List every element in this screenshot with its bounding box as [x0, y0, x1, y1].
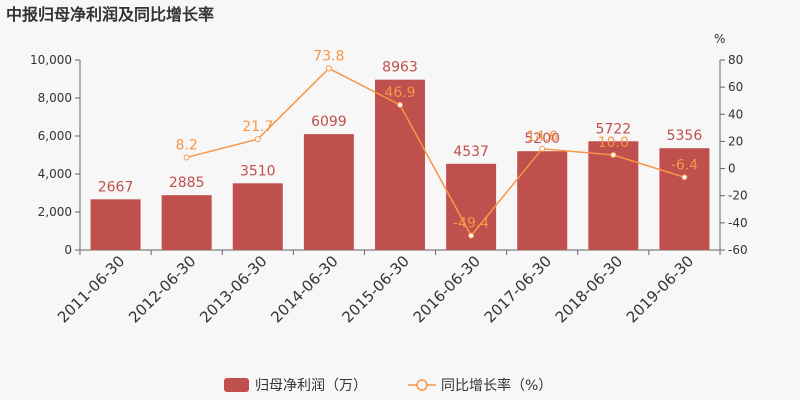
growth-point — [183, 154, 190, 161]
chart-title: 中报归母净利润及同比增长率 — [6, 5, 214, 24]
bar — [161, 195, 212, 250]
legend-line-marker — [416, 379, 428, 391]
bar — [517, 151, 568, 250]
bars — [90, 79, 710, 250]
growth-line-path — [186, 67, 685, 237]
right-axis-tick-label: -60 — [728, 243, 748, 257]
legend-line-label: 同比增长率（%） — [441, 377, 552, 394]
growth-value-label: -49.4 — [453, 216, 489, 232]
x-axis-tick-label: 2019-06-30 — [623, 252, 697, 326]
x-axis-tick-label: 2011-06-30 — [54, 252, 128, 326]
growth-point — [539, 145, 546, 152]
x-axis-tick-label: 2015-06-30 — [338, 252, 412, 326]
x-axis-tick-label: 2017-06-30 — [481, 252, 555, 326]
bar-value-label: 3510 — [240, 163, 276, 179]
right-axis-unit: % — [714, 32, 725, 46]
bar-value-label: 8963 — [382, 60, 418, 76]
line-labels: 8.2 21.7 73.8 46.9 -49.4 14.6 10.0 -6.4 — [176, 48, 699, 231]
growth-point — [397, 101, 403, 108]
legend-bar-swatch — [224, 378, 249, 392]
right-axis-tick-label: 80 — [728, 53, 743, 67]
growth-line — [183, 65, 688, 239]
growth-point — [681, 174, 688, 181]
right-axis-tick-label: 20 — [728, 134, 743, 148]
x-axis-tick-label: 2012-06-30 — [125, 252, 199, 326]
bar-value-label: 5356 — [667, 128, 703, 144]
growth-point — [468, 232, 475, 239]
right-axis-tick-label: 60 — [728, 80, 743, 94]
bar-value-label: 2667 — [98, 179, 134, 195]
bar-value-label: 5722 — [596, 121, 632, 137]
bar-labels: 2667 2885 3510 6099 8963 4537 5200 5722 5356 — [98, 60, 703, 196]
bar — [659, 148, 710, 250]
growth-point — [254, 136, 261, 143]
bar — [232, 183, 283, 250]
left-axis-tick-label: 10,000 — [30, 53, 72, 67]
growth-value-label: 21.7 — [242, 119, 273, 135]
growth-value-label: 8.2 — [176, 137, 198, 153]
bar — [303, 134, 354, 250]
bar — [375, 79, 425, 250]
left-axis-tick-label: 2,000 — [38, 205, 72, 219]
left-axis-tick-label: 0 — [64, 243, 72, 257]
growth-value-label: 73.8 — [313, 48, 344, 64]
right-axis-tick-label: 40 — [728, 107, 743, 121]
growth-value-label: 10.0 — [598, 135, 629, 151]
bar — [588, 141, 639, 250]
right-axis-tick-label: -20 — [728, 189, 748, 203]
legend-bar-label: 归母净利润（万） — [255, 377, 367, 394]
growth-value-label: 14.6 — [527, 129, 558, 145]
right-axis-tick-label: 0 — [728, 162, 736, 176]
growth-value-label: 46.9 — [384, 85, 415, 101]
bar-value-label: 5200 — [524, 131, 560, 147]
bar-value-label: 4537 — [453, 144, 489, 160]
growth-point — [325, 65, 332, 72]
x-axis-tick-label: 2018-06-30 — [552, 252, 626, 326]
left-axis-tick-label: 4,000 — [38, 167, 72, 181]
bar — [90, 199, 141, 250]
left-axis-tick-label: 6,000 — [38, 129, 72, 143]
x-axis-tick-label: 2016-06-30 — [410, 252, 484, 326]
growth-value-label: -6.4 — [671, 157, 698, 173]
x-axis-tick-label: 2014-06-30 — [267, 252, 341, 326]
x-ticks: 2011-06-302012-06-302013-06-302014-06-30… — [54, 252, 697, 326]
legend: 归母净利润（万） 同比增长率（%） — [224, 377, 552, 394]
bar-value-label: 2885 — [169, 175, 205, 191]
right-axis-tick-label: -40 — [728, 216, 748, 230]
left-axis-tick-label: 8,000 — [38, 91, 72, 105]
growth-point — [610, 152, 617, 158]
x-axis-tick-label: 2013-06-30 — [196, 252, 270, 326]
bar-value-label: 6099 — [311, 114, 347, 130]
